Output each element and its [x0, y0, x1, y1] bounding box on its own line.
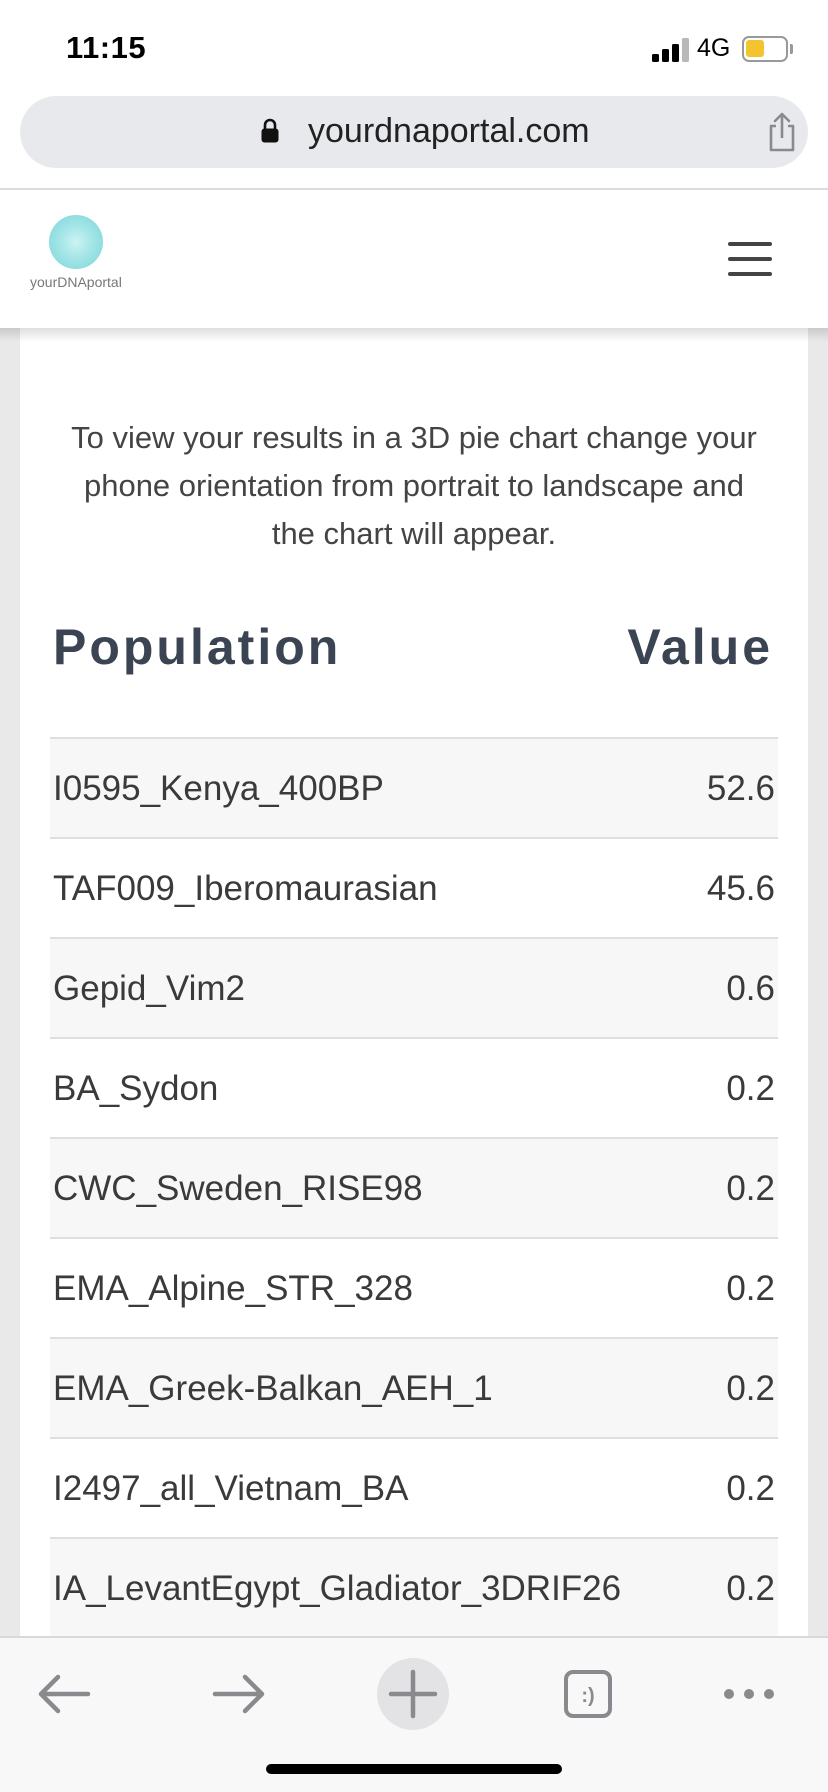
logo-text[interactable]: yourDNAportal [30, 274, 122, 290]
population-cell: BA_Sydon [53, 1069, 219, 1108]
table-row: BA_Sydon 0.2 [50, 1039, 778, 1139]
battery-tip [790, 44, 793, 54]
value-cell: 0.2 [726, 1169, 775, 1208]
population-cell: I2497_all_Vietnam_BA [53, 1469, 409, 1508]
table-row: CWC_Sweden_RISE98 0.2 [50, 1139, 778, 1239]
table-row: TAF009_Iberomaurasian 45.6 [50, 839, 778, 939]
value-cell: 45.6 [706, 869, 775, 908]
table-row: I2497_all_Vietnam_BA 0.2 [50, 1439, 778, 1539]
back-arrow-icon[interactable] [28, 1658, 100, 1730]
header-shadow [0, 328, 828, 342]
value-cell: 52.6 [706, 769, 775, 808]
table-row: EMA_Greek-Balkan_AEH_1 0.2 [50, 1339, 778, 1439]
home-indicator [266, 1764, 562, 1774]
logo-icon[interactable] [49, 215, 103, 269]
value-cell: 0.2 [726, 1369, 775, 1408]
table-row: EMA_Alpine_STR_328 0.2 [50, 1239, 778, 1339]
forward-arrow-icon[interactable] [203, 1658, 275, 1730]
browser-toolbar: :) [0, 1636, 828, 1792]
tabs-icon-glyph: :) [581, 1685, 594, 1707]
population-cell: IA_LevantEgypt_Gladiator_3DRIF26 [53, 1569, 622, 1608]
more-dots-icon[interactable] [716, 1658, 788, 1730]
population-cell: EMA_Greek-Balkan_AEH_1 [53, 1369, 493, 1408]
orientation-hint: To view your results in a 3D pie chart c… [71, 420, 757, 551]
share-icon[interactable] [762, 110, 802, 154]
population-cell: CWC_Sweden_RISE98 [53, 1169, 423, 1208]
status-bar: 11:15 4G [0, 0, 828, 92]
address-bar[interactable]: yourdnaportal.com [20, 96, 808, 168]
table-row: Gepid_Vim2 0.6 [50, 939, 778, 1039]
population-cell: EMA_Alpine_STR_328 [53, 1269, 413, 1308]
population-cell: Gepid_Vim2 [53, 969, 245, 1008]
hamburger-menu-icon[interactable] [728, 242, 772, 276]
tabs-icon[interactable]: :) [552, 1658, 624, 1730]
divider [0, 188, 828, 190]
column-header-value: Value [627, 619, 773, 675]
lock-icon [261, 118, 279, 143]
value-cell: 0.2 [726, 1569, 775, 1608]
results-table: I0595_Kenya_400BP 52.6 TAF009_Iberomaura… [50, 737, 778, 1636]
value-cell: 0.6 [726, 969, 775, 1008]
value-cell: 0.2 [726, 1269, 775, 1308]
table-row: IA_LevantEgypt_Gladiator_3DRIF26 0.2 [50, 1539, 778, 1636]
column-header-population: Population [53, 619, 342, 675]
site-header: yourDNAportal [0, 190, 828, 328]
network-type: 4G [697, 34, 731, 62]
population-cell: I0595_Kenya_400BP [53, 769, 384, 808]
status-time: 11:15 [66, 30, 147, 65]
value-cell: 0.2 [726, 1069, 775, 1108]
new-tab-plus-icon[interactable] [377, 1658, 449, 1730]
cellular-signal-icon [652, 38, 689, 62]
value-cell: 0.2 [726, 1469, 775, 1508]
url-text[interactable]: yourdnaportal.com [308, 112, 590, 150]
table-row: I0595_Kenya_400BP 52.6 [50, 739, 778, 839]
population-cell: TAF009_Iberomaurasian [53, 869, 438, 908]
battery-icon [742, 36, 788, 62]
results-card: To view your results in a 3D pie chart c… [20, 328, 808, 1636]
